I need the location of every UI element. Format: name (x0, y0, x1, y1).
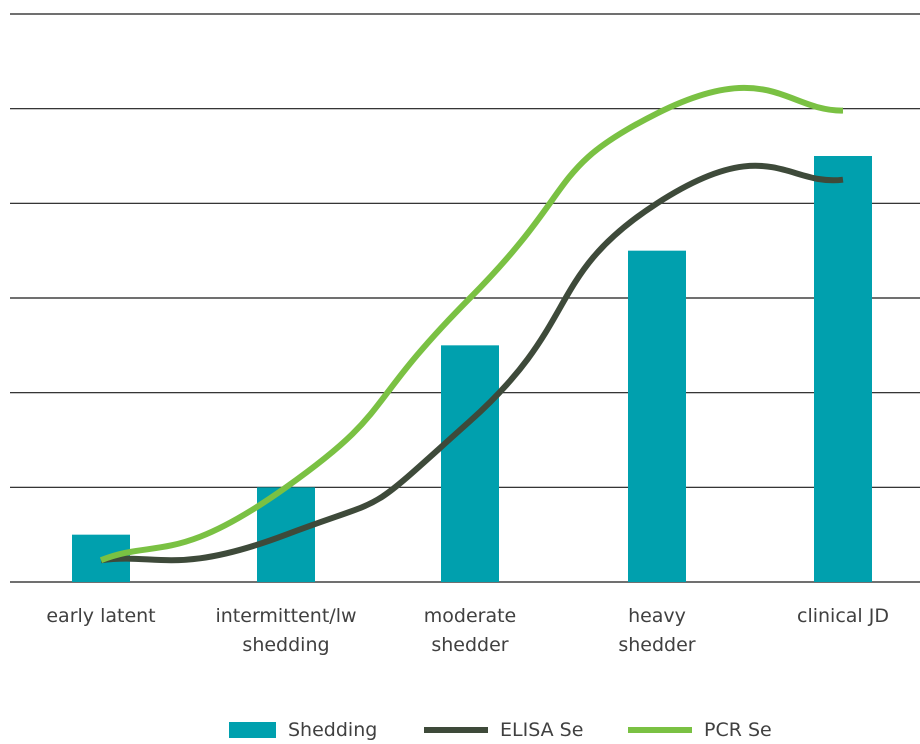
x-tick-label: early latent (46, 605, 155, 627)
legend-item-shedding: Shedding (229, 719, 377, 741)
bar-shedding (814, 156, 872, 582)
lines (99, 84, 844, 564)
legend-item-elisa-se: ELISA Se (424, 719, 583, 741)
legend-label: Shedding (288, 719, 377, 741)
legend-label: ELISA Se (500, 719, 583, 741)
x-tick-label: moderate shedder (424, 605, 516, 656)
x-tick-label: clinical JD (797, 605, 889, 627)
x-tick-labels: early latent intermittent/lw shedding moder… (46, 605, 889, 656)
bars (72, 156, 872, 582)
legend: Shedding ELISA Se PCR Se (229, 719, 772, 741)
x-tick-label: intermittent/lw shedding (215, 605, 356, 656)
line-elisa-se (100, 162, 844, 564)
bar-shedding (441, 345, 499, 582)
x-tick-label: heavy shedder (618, 605, 695, 656)
legend-swatch (229, 722, 276, 738)
legend-item-pcr-se: PCR Se (628, 719, 772, 741)
line-pcr-se (99, 84, 844, 564)
legend-label: PCR Se (704, 719, 772, 741)
bar-shedding (628, 250, 686, 582)
